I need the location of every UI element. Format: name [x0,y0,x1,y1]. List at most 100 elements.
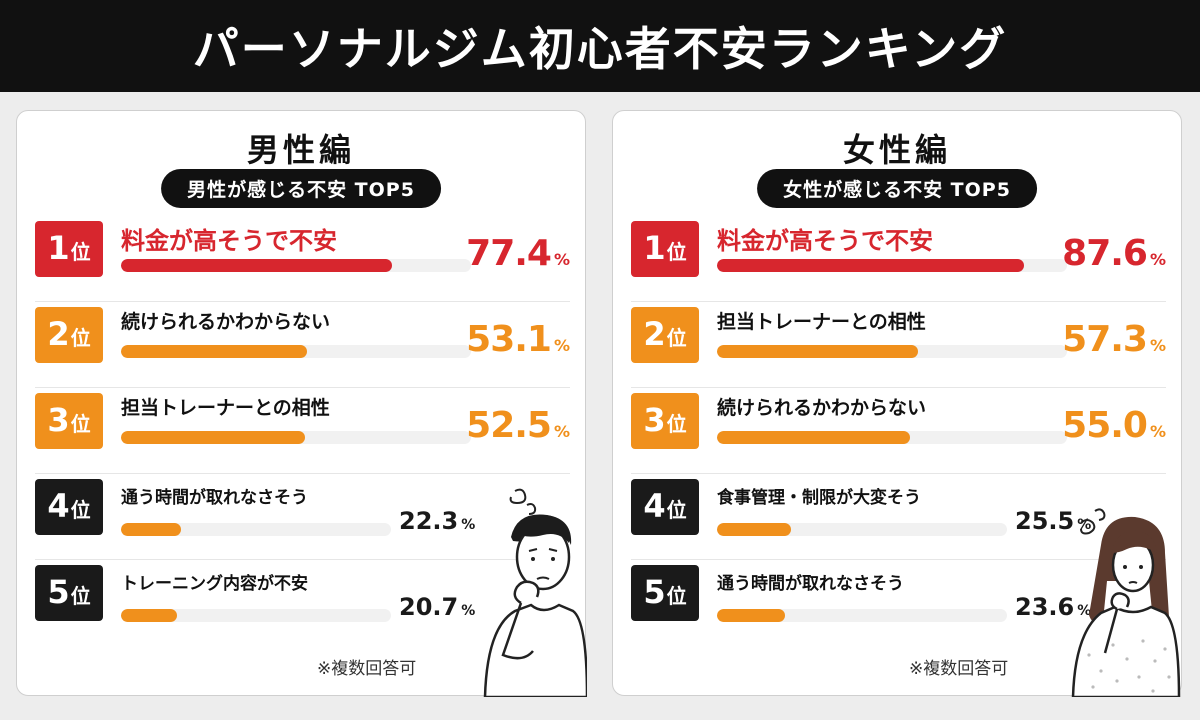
rank-suffix: 位 [666,240,687,264]
category-label: 通う時間が取れなさそう [717,574,904,594]
male-panel: 男性編 男性が感じる不安 TOP5 1 位料金が高そうで不安 77.4% 2 位続けられ… [16,110,587,697]
rank-number: 1 [47,229,70,267]
category-label: 料金が高そうで不安 [121,227,337,255]
ranking-row: 5 位通う時間が取れなさそう 23.6% [631,559,1166,645]
bar-track [717,345,1067,358]
value-number: 52.5 [466,405,552,446]
rank-number: 2 [47,315,70,353]
rank-number: 5 [47,573,70,611]
rank-suffix: 位 [666,584,687,608]
bar-fill [121,609,177,622]
value-number: 57.3 [1062,319,1148,360]
value-label: 77.4% [466,233,570,274]
rank-suffix: 位 [666,326,687,350]
title-bar: パーソナルジム初心者不安ランキング [0,0,1200,92]
percent-sign: % [1149,250,1166,269]
value-label: 53.1% [466,319,570,360]
category-label: 続けられるかわからない [121,311,331,333]
percent-sign: % [553,422,570,441]
rank-suffix: 位 [70,412,91,436]
rank-number: 4 [47,487,70,525]
percent-sign: % [1077,603,1092,619]
value-number: 87.6 [1062,233,1148,274]
bar-fill [717,431,910,444]
bar-fill [717,345,918,358]
value-number: 25.5 [1015,507,1075,535]
bar-track [121,609,391,622]
value-label: 87.6% [1062,233,1166,274]
bar-track [717,523,1007,536]
worried-woman-illustration [1071,508,1181,697]
percent-sign: % [553,336,570,355]
worried-man-illustration [483,488,587,697]
multiple-answer-note: ※複数回答可 [909,659,1009,679]
rank-suffix: 位 [70,584,91,608]
category-label: トレーニング内容が不安 [121,574,308,594]
rank-suffix: 位 [70,498,91,522]
percent-sign: % [461,603,476,619]
rank-suffix: 位 [666,412,687,436]
bar-track [121,345,471,358]
rank-number: 4 [643,487,666,525]
percent-sign: % [1149,422,1166,441]
female-panel: 女性編 女性が感じる不安 TOP5 1 位料金が高そうで不安 87.6% 2 位担当トレ… [612,110,1182,697]
panel-title: 女性編 [842,131,951,169]
page-title: パーソナルジム初心者不安ランキング [192,22,1008,76]
panel-title: 男性編 [246,131,355,169]
category-label: 担当トレーナーとの相性 [717,311,926,333]
value-number: 20.7 [399,593,459,621]
value-label: 57.3% [1062,319,1166,360]
panel-subtitle: 男性が感じる不安 TOP5 [161,169,441,208]
bar-track [121,431,471,444]
percent-sign: % [1149,336,1166,355]
bar-track [717,609,1007,622]
multiple-answer-note: ※複数回答可 [317,659,417,679]
bar-fill [121,259,392,272]
bar-fill [717,523,791,536]
value-label: 22.3% [399,507,475,535]
bar-track [717,259,1067,272]
bar-fill [121,345,307,358]
rank-suffix: 位 [70,240,91,264]
category-label: 食事管理・制限が大変そう [717,488,921,508]
bar-fill [121,523,182,536]
bar-track [121,259,471,272]
ranking-row: 3 位続けられるかわからない 55.0% [631,387,1166,474]
rank-number: 5 [643,573,666,611]
panel-subtitle: 女性が感じる不安 TOP5 [757,169,1037,208]
value-label: 52.5% [466,405,570,446]
ranking-row: 1 位料金が高そうで不安 87.6% [631,215,1166,302]
value-label: 55.0% [1062,405,1166,446]
rank-suffix: 位 [666,498,687,522]
value-label: 20.7% [399,593,475,621]
ranking-row: 2 位続けられるかわからない 53.1% [35,301,570,388]
percent-sign: % [461,517,476,533]
value-number: 55.0 [1062,405,1148,446]
category-label: 続けられるかわからない [717,397,927,419]
rank-number: 1 [643,229,666,267]
value-number: 23.6 [1015,593,1075,621]
category-label: 料金が高そうで不安 [717,227,933,255]
rank-number: 3 [47,401,70,439]
value-number: 77.4 [466,233,552,274]
rank-number: 3 [643,401,666,439]
ranking-row: 2 位担当トレーナーとの相性 57.3% [631,301,1166,388]
bar-fill [121,431,305,444]
category-label: 通う時間が取れなさそう [121,488,308,508]
category-label: 担当トレーナーとの相性 [121,397,330,419]
ranking-row: 4 位食事管理・制限が大変そう 25.5% [631,473,1166,560]
ranking-row: 4 位通う時間が取れなさそう 22.3% [35,473,570,560]
ranking-row: 1 位料金が高そうで不安 77.4% [35,215,570,302]
bar-fill [717,609,786,622]
value-label: 23.6% [1015,593,1091,621]
